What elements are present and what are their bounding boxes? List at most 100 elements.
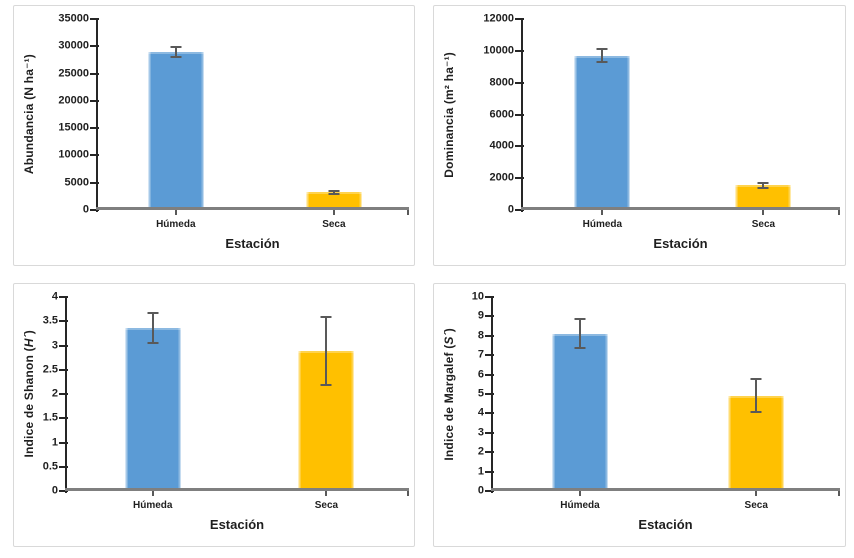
y-tick-label: 30000 bbox=[58, 39, 89, 52]
category-label: Seca bbox=[314, 500, 339, 511]
y-tick-mark bbox=[59, 490, 68, 492]
plot-area: Estación 0 5000 10000 15000 20000 25000 30000 3… bbox=[58, 13, 409, 251]
category-label: Húmeda bbox=[156, 219, 196, 230]
chart-panel-abundancia: Abundancia (N ha⁻¹) Estación 0 5000 10000 1… bbox=[13, 5, 415, 266]
chart-panel-dominancia: Dominancia (m² ha⁻¹) Estación 0 2000 4000 6… bbox=[433, 5, 846, 266]
y-tick-label: 1 bbox=[477, 465, 484, 478]
y-tick-mark bbox=[90, 99, 99, 102]
error-bar-cap-bottom bbox=[750, 411, 762, 414]
y-tick-mark bbox=[515, 18, 524, 20]
y-tick-mark bbox=[485, 296, 494, 298]
bar-seca bbox=[735, 185, 791, 210]
x-tick-mark bbox=[325, 491, 328, 496]
x-axis-title: Estación bbox=[225, 236, 280, 251]
error-bar-cap-top bbox=[596, 48, 608, 51]
axis-end-tick bbox=[838, 491, 840, 496]
y-tick-label: 0 bbox=[51, 484, 58, 497]
y-tick-mark bbox=[90, 18, 99, 20]
y-tick-label: 8000 bbox=[489, 76, 514, 89]
y-tick-label: 7 bbox=[477, 348, 484, 361]
y-tick-label: 1 bbox=[51, 436, 58, 448]
y-tick-mark bbox=[485, 393, 494, 395]
y-tick-label: 4 bbox=[51, 290, 58, 303]
error-bar-cap-top bbox=[170, 45, 182, 48]
y-axis-line bbox=[65, 297, 67, 493]
error-bar bbox=[578, 319, 581, 349]
error-bar bbox=[755, 379, 758, 413]
error-bar-cap-top bbox=[328, 189, 340, 192]
y-tick-mark bbox=[59, 344, 68, 347]
y-tick-label: 10 bbox=[471, 290, 484, 303]
error-bar bbox=[601, 49, 604, 62]
y-tick-label: 2.5 bbox=[42, 363, 58, 376]
y-tick-label: 6000 bbox=[489, 108, 514, 120]
error-bar-cap-top bbox=[147, 311, 159, 314]
y-axis-title: Indice de Margalef (S´) bbox=[442, 327, 456, 461]
y-tick-label: 6 bbox=[477, 368, 484, 381]
y-tick-mark bbox=[515, 145, 524, 148]
x-tick-mark bbox=[601, 210, 604, 215]
error-bar bbox=[151, 312, 154, 343]
y-tick-label: 0 bbox=[507, 203, 514, 216]
error-bar-cap-top bbox=[757, 181, 769, 184]
y-tick-label: 5 bbox=[477, 387, 484, 400]
axis-end-tick bbox=[407, 491, 409, 496]
bar-humeda bbox=[574, 55, 630, 210]
error-bar-cap-bottom bbox=[328, 192, 340, 195]
y-tick-label: 12000 bbox=[483, 12, 514, 25]
y-tick-label: 10000 bbox=[58, 148, 89, 161]
y-tick-mark bbox=[90, 72, 99, 75]
y-tick-mark bbox=[515, 209, 524, 211]
y-tick-mark bbox=[90, 181, 99, 184]
x-axis-title: Estación bbox=[653, 236, 708, 251]
x-axis-title: Estación bbox=[209, 517, 265, 532]
y-tick-mark bbox=[59, 368, 68, 371]
error-bar-cap-top bbox=[320, 316, 332, 319]
error-bar-cap-bottom bbox=[757, 186, 769, 189]
y-tick-mark bbox=[59, 296, 68, 298]
category-label: Húmeda bbox=[560, 500, 600, 511]
y-tick-label: 10000 bbox=[483, 44, 514, 57]
y-axis-title: Abundancia (N ha⁻¹) bbox=[22, 54, 36, 175]
y-tick-mark bbox=[59, 465, 68, 468]
category-label: Seca bbox=[744, 500, 768, 511]
x-axis-line bbox=[491, 488, 840, 491]
y-tick-label: 0 bbox=[82, 203, 89, 216]
y-tick-label: 4 bbox=[477, 406, 484, 419]
y-axis-line bbox=[96, 19, 98, 212]
error-bar-cap-bottom bbox=[596, 60, 608, 63]
y-tick-label: 1.5 bbox=[42, 411, 58, 424]
y-tick-mark bbox=[90, 127, 99, 130]
error-bar-cap-bottom bbox=[574, 347, 586, 350]
error-bar-cap-bottom bbox=[320, 384, 332, 387]
chart-panel-shanon: Indice de Shanon (H´) Estación 0 0.5 1 1.5 2… bbox=[13, 283, 415, 547]
chart-panel-margalef: Indice de Margalef (S´) Estación 0 1 2 3 4 5 6… bbox=[433, 283, 846, 547]
y-tick-label: 9 bbox=[477, 309, 484, 322]
category-label: Seca bbox=[751, 219, 776, 230]
y-tick-label: 0.5 bbox=[42, 460, 58, 473]
x-tick-mark bbox=[762, 210, 765, 215]
y-tick-label: 25000 bbox=[58, 67, 89, 80]
y-tick-label: 0 bbox=[477, 484, 484, 497]
y-tick-mark bbox=[485, 354, 494, 357]
y-tick-mark bbox=[485, 412, 494, 415]
error-bar bbox=[762, 182, 765, 188]
y-tick-mark bbox=[485, 373, 494, 376]
x-tick-mark bbox=[332, 210, 335, 215]
bar-seca bbox=[306, 192, 362, 210]
y-tick-mark bbox=[485, 315, 494, 318]
y-tick-mark bbox=[90, 154, 99, 157]
x-tick-mark bbox=[578, 491, 581, 496]
y-tick-mark bbox=[515, 177, 524, 180]
x-tick-mark bbox=[174, 210, 177, 215]
bar-humeda bbox=[148, 51, 204, 210]
plot-area: Estación 0 1 2 3 4 5 6 7 8 9 10 Húmeda Seca bbox=[472, 291, 840, 532]
plot-area: Estación 0 0.5 1 1.5 2 2.5 3 3.5 4 Húmeda Seca bbox=[43, 291, 409, 532]
x-tick-mark bbox=[755, 491, 758, 496]
x-axis-line bbox=[96, 207, 409, 210]
y-tick-mark bbox=[59, 393, 68, 395]
x-axis-line bbox=[521, 207, 840, 210]
y-tick-label: 35000 bbox=[58, 12, 89, 25]
bar-humeda bbox=[552, 333, 608, 491]
